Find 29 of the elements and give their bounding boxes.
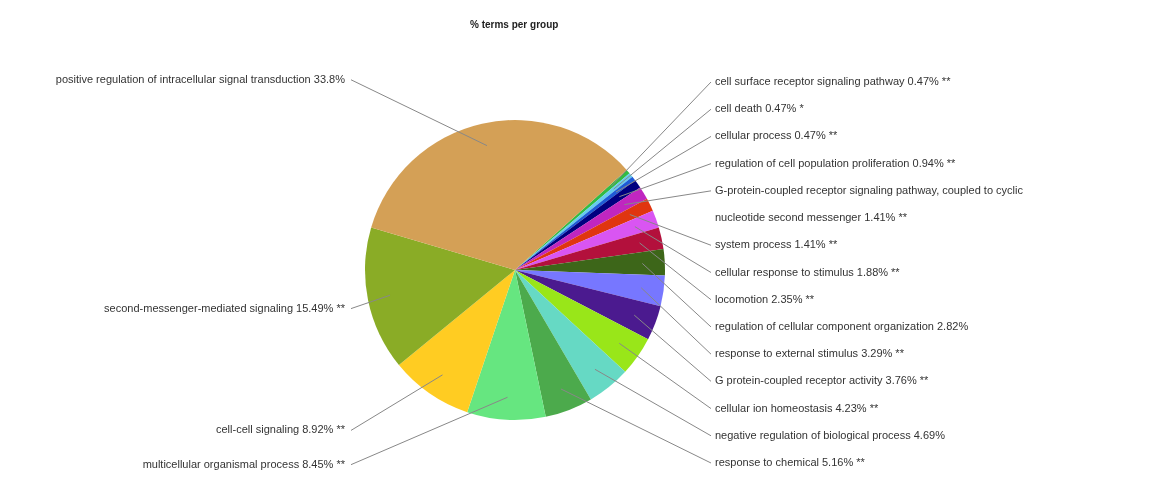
slice-label: cell death 0.47% * <box>715 102 805 115</box>
slice-label: system process 1.41% ** <box>715 238 838 251</box>
slice-label: regulation of cellular component organization 2.82% <box>715 319 969 332</box>
slice-label: negative regulation of biological process 4.69% <box>715 428 946 441</box>
pie-slice <box>467 270 546 420</box>
pie-slice <box>515 270 661 340</box>
pie-slice <box>365 227 515 365</box>
pie-slice <box>398 270 515 413</box>
slice-label: cellular process 0.47% ** <box>715 129 838 142</box>
slice-label: response to external stimulus 3.29% ** <box>715 347 905 360</box>
slice-label: cellular ion homeostasis 4.23% ** <box>715 401 879 414</box>
pie-slice <box>515 270 649 372</box>
pie-slice <box>371 120 627 270</box>
slice-label: regulation of cell population proliferation 0.94% ** <box>715 156 957 169</box>
slice-label: cell surface receptor signaling pathway 0.47% ** <box>715 75 952 87</box>
slice-label: G protein-coupled receptor activity 3.76% ** <box>715 374 930 387</box>
slice-label: second-messenger-mediated signaling 15.49% ** <box>104 301 346 314</box>
pie-slice <box>515 270 626 400</box>
slice-label: response to chemical 5.16% ** <box>715 456 866 468</box>
pie-slice <box>515 227 664 270</box>
slice-label: locomotion 2.35% ** <box>715 292 815 305</box>
pie-slice <box>515 270 591 417</box>
pie-slice <box>515 270 665 307</box>
slice-label: cell-cell signaling 8.92% ** <box>215 423 346 436</box>
pie-slice <box>515 210 659 270</box>
slice-label: multicellular organismal process 8.45% ** <box>142 457 346 470</box>
slice-label: cellular response to stimulus 1.88% ** <box>715 265 901 278</box>
slice-label: positive regulation of intracellular signal transduction 33.8% <box>55 72 346 85</box>
chart-title: % terms per group <box>470 19 559 30</box>
